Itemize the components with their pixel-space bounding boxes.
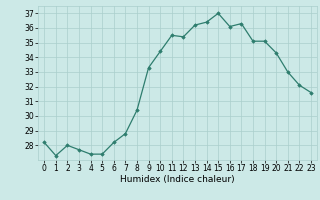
- X-axis label: Humidex (Indice chaleur): Humidex (Indice chaleur): [120, 175, 235, 184]
